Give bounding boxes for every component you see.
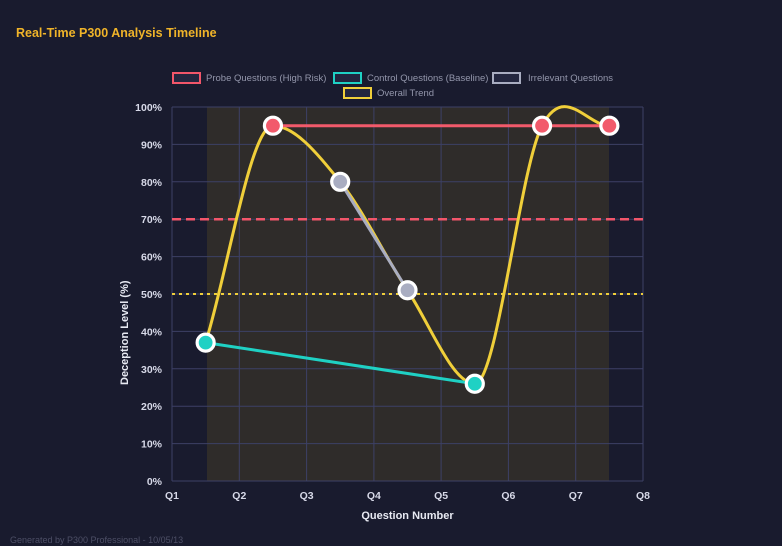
svg-text:10%: 10% (141, 439, 163, 451)
svg-text:Q7: Q7 (569, 490, 583, 502)
svg-text:40%: 40% (141, 326, 163, 338)
svg-text:Q1: Q1 (165, 490, 179, 502)
svg-text:20%: 20% (141, 401, 163, 413)
svg-text:Q3: Q3 (300, 490, 314, 502)
svg-text:30%: 30% (141, 364, 163, 376)
svg-text:50%: 50% (141, 289, 163, 301)
svg-text:90%: 90% (141, 139, 163, 151)
svg-text:80%: 80% (141, 177, 163, 189)
svg-text:0%: 0% (147, 476, 163, 488)
svg-text:70%: 70% (141, 214, 163, 226)
svg-text:100%: 100% (135, 102, 163, 114)
svg-text:Q5: Q5 (434, 490, 448, 502)
svg-text:Q6: Q6 (501, 490, 515, 502)
svg-text:Q4: Q4 (367, 490, 381, 502)
svg-text:Q8: Q8 (636, 490, 650, 502)
svg-text:60%: 60% (141, 252, 163, 264)
svg-text:Q2: Q2 (232, 490, 246, 502)
